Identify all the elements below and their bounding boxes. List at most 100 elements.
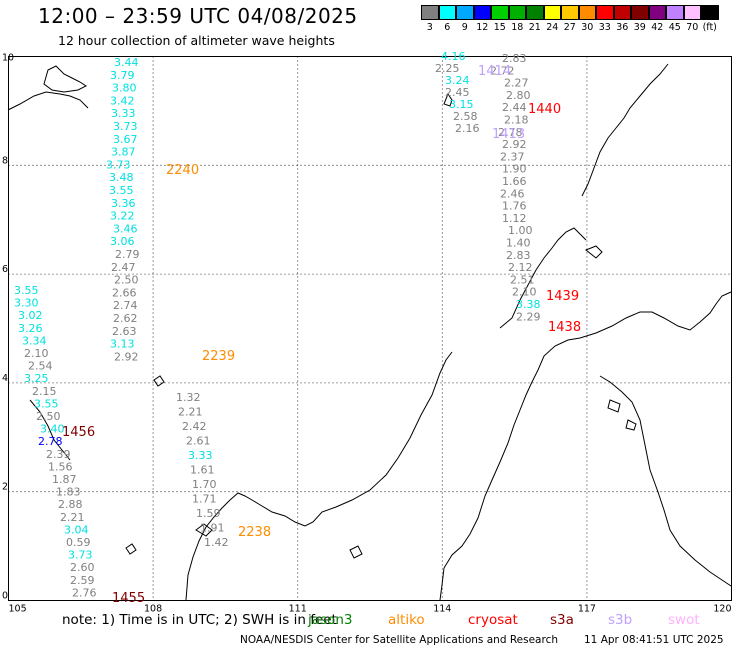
wave-height-value: 2.29 — [516, 310, 541, 323]
wave-height-value: 2.39 — [46, 448, 71, 461]
y-tick-label: 8 — [2, 155, 8, 166]
satellite-name: cryosat — [468, 612, 518, 628]
wave-height-value: 2.10 — [512, 286, 537, 299]
track-label: 1455 — [112, 591, 145, 606]
wave-height-value: 2.21 — [178, 406, 203, 419]
legend-swatch — [438, 5, 456, 20]
wave-height-value: 1.71 — [192, 493, 217, 506]
legend-swatch — [683, 5, 701, 20]
wave-height-value: 2.83 — [502, 52, 527, 65]
wave-height-value: 4.16 — [441, 50, 466, 63]
wave-height-value: 2.45 — [445, 86, 470, 99]
y-tick-label: 6 — [2, 264, 8, 275]
y-tick-label: 0 — [2, 591, 8, 602]
satellite-name: s3b — [608, 612, 633, 628]
wave-height-value: 1.91 — [200, 522, 225, 535]
x-tick-label: 111 — [289, 604, 307, 615]
legend-swatch — [631, 5, 649, 20]
legend-swatch — [613, 5, 631, 20]
wave-height-value: 1.66 — [502, 175, 527, 188]
map-subtitle: 12 hour collection of altimeter wave hei… — [58, 33, 335, 48]
wave-height-value: 3.06 — [110, 235, 135, 248]
wave-height-value: 2.92 — [114, 350, 139, 363]
y-tick-label: 2 — [2, 482, 8, 493]
wave-height-value: 3.55 — [34, 397, 59, 410]
legend-label: 6 — [444, 22, 451, 33]
satellite-name: s3a — [550, 612, 574, 628]
wave-height-value: 2.47 — [111, 261, 136, 274]
legend-swatch — [421, 5, 439, 20]
wave-height-value: 1.90 — [502, 163, 527, 176]
wave-height-value: 3.04 — [64, 523, 89, 536]
satellite-name: altiko — [388, 612, 425, 628]
wave-height-value: 1.61 — [190, 464, 215, 477]
axis-tick-labels: 105 108 111 114 117 120 0 2 4 6 8 10 — [2, 53, 732, 615]
satellite-key: jason3 altiko cryosat s3a s3b swot — [308, 612, 740, 630]
legend-label: 24 — [546, 22, 559, 33]
legend-swatch — [508, 5, 526, 20]
timestamp-text: 11 Apr 08:41:51 UTC 2025 — [584, 634, 724, 646]
wave-height-value: 2.51 — [510, 273, 535, 286]
legend-label: 15 — [493, 22, 506, 33]
wave-height-value: 3.33 — [111, 107, 136, 120]
wave-height-value: 3.46 — [113, 222, 138, 235]
legend-label: 30 — [581, 22, 594, 33]
track-label: 2239 — [202, 349, 235, 364]
wave-height-value: 3.26 — [18, 322, 43, 335]
wave-height-value: 2.15 — [32, 385, 57, 398]
map-title: 12:00 – 23:59 UTC 04/08/2025 — [38, 4, 358, 28]
wave-height-value: 1.70 — [192, 478, 217, 491]
x-tick-label: 120 — [713, 604, 731, 615]
wave-height-value: 3.15 — [449, 98, 474, 111]
legend-label: 70 — [686, 22, 699, 33]
track-label: 2238 — [238, 525, 271, 540]
wave-height-value: 2.42 — [182, 420, 207, 433]
legend-swatch — [456, 5, 474, 20]
wave-height-value: 2.21 — [60, 511, 85, 524]
track-label: 1438 — [548, 320, 581, 335]
wave-height-value: 3.36 — [111, 197, 136, 210]
wave-height-value: 1.42 — [204, 536, 229, 549]
wave-height-value: 2.58 — [453, 110, 478, 123]
wave-height-value: 3.02 — [18, 309, 43, 322]
legend-swatch — [648, 5, 666, 20]
color-legend — [421, 5, 719, 20]
wave-height-value: 2.88 — [58, 498, 83, 511]
lat-lon-grid — [8, 56, 732, 601]
wave-height-value: 2.59 — [70, 574, 95, 587]
wave-height-value: 3.24 — [445, 74, 470, 87]
wave-height-value: 1.56 — [48, 460, 73, 473]
wave-height-value: 2.83 — [506, 249, 531, 262]
wave-height-value: 2.60 — [70, 561, 95, 574]
satellite-track-labels: 2240 2239 2238 1456 1455 1440 1439 1438 1414 1413 — [62, 64, 581, 606]
wave-height-value: 2.25 — [435, 62, 460, 75]
wave-height-value: 3.33 — [188, 449, 213, 462]
legend-label: 45 — [668, 22, 681, 33]
wave-height-value: 2.12 — [508, 261, 533, 274]
color-legend-labels: 3 6 9 12 15 18 21 24 27 30 33 36 39 42 45 70 (ft) — [421, 22, 740, 34]
legend-swatch — [666, 5, 684, 20]
track-label: 1414 — [478, 64, 511, 79]
wave-height-value: 3.13 — [110, 338, 135, 351]
coastline — [7, 63, 732, 601]
map-frame — [8, 56, 732, 601]
wave-height-value: 2.50 — [36, 410, 61, 423]
wave-height-value: 2.78 — [38, 435, 63, 448]
wave-height-value: 2.27 — [504, 77, 529, 90]
wave-height-value: 3.73 — [106, 158, 131, 171]
satellite-name: jason3 — [308, 612, 353, 628]
wave-height-value: 2.54 — [28, 360, 53, 373]
wave-height-value: 2.72 — [490, 64, 515, 77]
wave-height-value: 1.00 — [508, 224, 533, 237]
wave-height-value: 2.10 — [24, 347, 49, 360]
wave-height-value: 2.61 — [186, 435, 211, 448]
footnote: note: 1) Time is in UTC; 2) SWH is in fe… — [62, 612, 337, 628]
wave-height-value: 2.46 — [500, 187, 525, 200]
wave-height-value: 1.87 — [52, 473, 77, 486]
legend-label: 36 — [616, 22, 629, 33]
wave-height-value: 2.79 — [115, 248, 140, 261]
wave-height-value: 3.87 — [111, 146, 136, 159]
wave-height-value: 1.40 — [506, 237, 531, 250]
legend-swatch — [526, 5, 544, 20]
